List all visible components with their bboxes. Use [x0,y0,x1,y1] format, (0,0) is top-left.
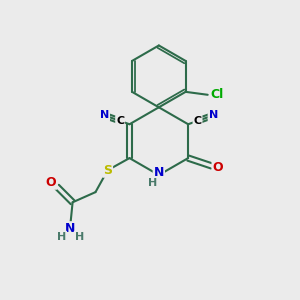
Text: O: O [46,176,56,189]
Text: H: H [148,178,157,188]
Text: N: N [100,110,109,120]
Text: N: N [208,110,218,120]
Text: C: C [194,116,202,126]
Text: C: C [116,116,124,126]
Text: O: O [212,161,223,174]
Text: N: N [154,166,164,179]
Text: N: N [65,222,76,235]
Text: Cl: Cl [211,88,224,101]
Text: H: H [57,232,66,242]
Text: S: S [103,164,112,177]
Text: H: H [75,232,84,242]
